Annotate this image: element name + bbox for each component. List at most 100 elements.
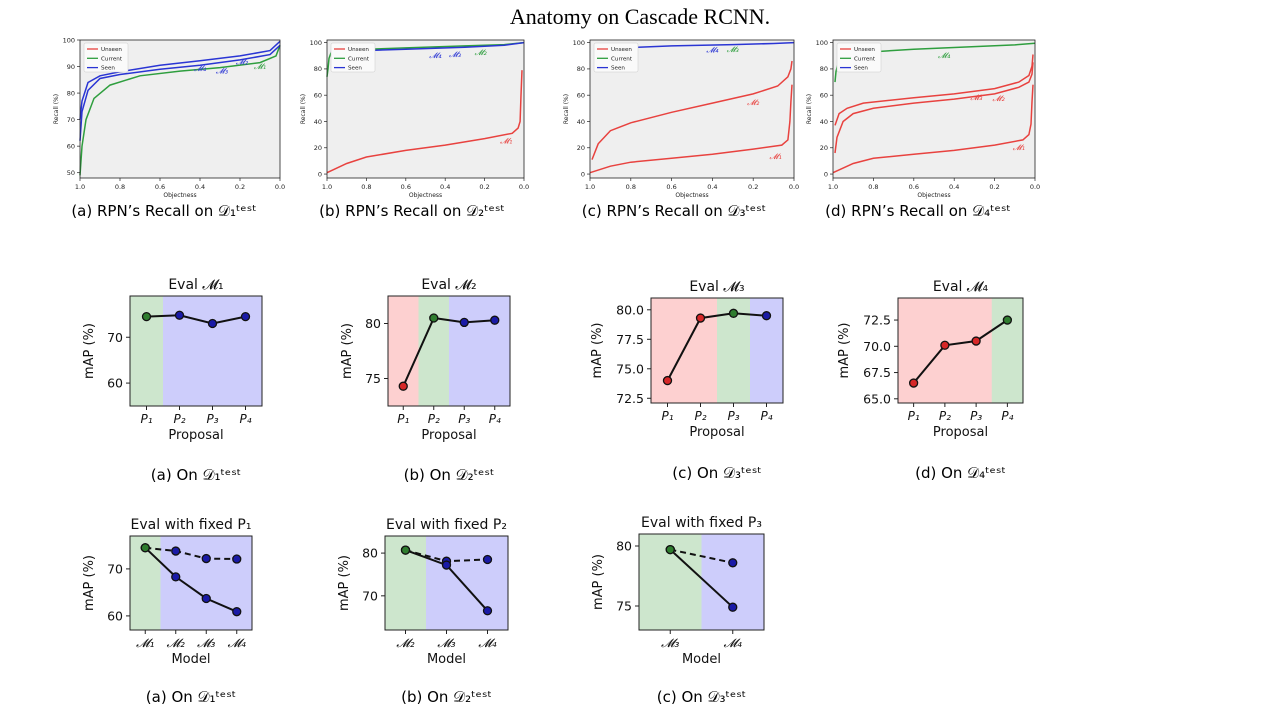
series-line-solid	[912, 319, 1008, 384]
series-line-unseen	[832, 84, 1034, 174]
band-unseen	[960, 298, 993, 403]
curve-annotation: 𝓜₁	[770, 152, 782, 161]
series-line-unseen	[834, 62, 1034, 154]
chart-title: Eval 𝓜₃	[689, 279, 744, 295]
x-tick-label: P₃	[206, 412, 218, 426]
data-point	[171, 546, 181, 556]
legend-entry-current: Current	[611, 56, 633, 62]
data-point	[400, 545, 411, 555]
x-tick-label: 0.6	[909, 183, 919, 191]
series-line-seen	[620, 41, 795, 49]
x-tick-label: P₁	[908, 409, 920, 423]
band-seen	[449, 296, 480, 406]
x-tick-label: P₁	[397, 412, 409, 426]
y-tick-label: 0	[824, 170, 828, 178]
x-tick-label: 0.4	[707, 183, 717, 191]
x-axis-label: Proposal	[933, 425, 988, 440]
x-tick-label: 𝓜₄	[724, 636, 742, 650]
curve-annotation: 𝓜₁	[500, 136, 512, 145]
x-tick-label: 𝓜₂	[167, 636, 185, 650]
y-tick-label: 60	[67, 142, 75, 150]
series-line-solid	[402, 316, 495, 387]
band-current	[418, 296, 450, 406]
plot-frame	[129, 295, 263, 407]
chart-caption: (c) On 𝒟₃ᵗᵉˢᵗ	[657, 688, 746, 706]
data-point	[482, 606, 493, 616]
series-line-solid	[146, 314, 246, 325]
y-tick-label: 75.0	[616, 361, 644, 376]
data-point	[201, 593, 211, 604]
chart-title: Eval with fixed P₁	[131, 517, 252, 533]
y-tick-label: 20	[314, 144, 322, 152]
x-axis-label: Proposal	[168, 428, 223, 443]
x-tick-label: 0.2	[479, 183, 489, 191]
x-axis-label: Model	[171, 652, 210, 667]
x-axis-label: Objectness	[917, 192, 950, 199]
data-point	[201, 553, 211, 564]
chart-caption: (b) On 𝒟₂ᵗᵉˢᵗ	[401, 688, 492, 706]
x-tick-label: 0.0	[789, 183, 799, 191]
y-tick-label: 70	[362, 588, 378, 603]
curve-annotation: 𝓜₄	[706, 46, 719, 55]
curve-annotation: 𝓜₁	[254, 62, 266, 71]
legend: Unseen Current Seen	[836, 42, 882, 73]
eval-chart-m3: Eval 𝓜₃ P₁ P₂ P₃ P₄ 72.5 75.0 77.5 80.0 Proposal m…	[590, 279, 784, 482]
chart-title: Eval with fixed P₃	[641, 515, 762, 531]
x-tick-label: 0.2	[748, 183, 758, 191]
x-tick-label: 𝓜₃	[437, 636, 455, 650]
y-tick-label: 60	[314, 92, 322, 100]
legend-entry-unseen: Unseen	[611, 47, 632, 53]
y-tick-label: 65.0	[863, 391, 891, 406]
x-tick-label: P₄	[760, 409, 772, 423]
band-seen	[701, 534, 765, 630]
y-axis-label: Recall (%)	[300, 94, 307, 124]
recall-chart-d2: 1.0 0.8 0.6 0.4 0.2 0.0 0 20 40 60 80 100 Objectness…	[300, 39, 529, 220]
chart-title: Eval with fixed P₂	[386, 517, 507, 533]
legend-box	[593, 42, 639, 73]
chart-caption: (b) On 𝒟₂ᵗᵉˢᵗ	[404, 466, 495, 484]
y-tick-label: 80	[67, 89, 75, 97]
fixed-chart-p1: Eval with fixed P₁ 𝓜₁ 𝓜₂ 𝓜₃ 𝓜₄ 60 70 Model mAP (…	[82, 517, 253, 706]
x-tick-label: 𝓜₄	[228, 636, 246, 650]
legend-entry-seen: Seen	[348, 66, 362, 72]
x-tick-label: 0.8	[868, 183, 878, 191]
legend-box	[836, 42, 882, 73]
x-tick-label: 𝓜₄	[478, 636, 496, 650]
y-tick-label: 0	[318, 170, 322, 178]
x-tick-label: P₁	[140, 412, 152, 426]
curve-annotation: 𝓜₃	[727, 45, 739, 54]
x-tick-label: P₂	[173, 412, 185, 426]
y-tick-label: 100	[816, 39, 828, 47]
y-tick-label: 100	[573, 39, 585, 47]
plot-frame	[387, 295, 511, 407]
data-point	[908, 378, 919, 388]
x-tick-label: P₃	[727, 409, 739, 423]
y-axis-label: mAP (%)	[82, 323, 97, 379]
band-seen	[191, 536, 222, 630]
chart-title: Eval 𝓜₁	[168, 277, 223, 293]
x-axis-label: Model	[682, 652, 721, 667]
data-point	[207, 318, 218, 329]
page-title: Anatomy on Cascade RCNN.	[509, 4, 771, 29]
chart-caption: (a) On 𝒟₁ᵗᵉˢᵗ	[151, 466, 241, 484]
x-tick-label: 𝓜₁	[136, 636, 154, 650]
y-tick-label: 72.5	[616, 391, 644, 406]
y-tick-label: 100	[63, 36, 75, 44]
recall-chart-d3: 1.0 0.8 0.6 0.4 0.2 0.0 0 20 40 60 80 100 Objectness…	[563, 39, 799, 220]
curve-annotation: 𝓜₄	[429, 51, 442, 60]
data-point	[761, 311, 772, 321]
curve-annotation: 𝓜₃	[970, 93, 982, 102]
series-line-solid	[144, 547, 238, 613]
legend-box	[330, 42, 376, 73]
plot-frame	[129, 535, 253, 631]
y-axis-label: mAP (%)	[340, 323, 355, 379]
x-tick-label: P₂	[428, 412, 440, 426]
series-line-dashed	[145, 546, 237, 560]
chart-caption: (d) On 𝒟₄ᵗᵉˢᵗ	[915, 464, 1006, 482]
fixed-chart-p3: Eval with fixed P₃ 𝓜₃ 𝓜₄ 75 80 Model mAP (%) (c…	[591, 515, 765, 706]
x-tick-label: 1.0	[75, 183, 85, 191]
recall-chart-d1: 1.0 0.8 0.6 0.4 0.2 0.0 50 60 70 80 90 100 Objectnes…	[53, 36, 285, 220]
y-tick-label: 80	[314, 65, 322, 73]
x-tick-label: 0.0	[275, 183, 285, 191]
x-tick-label: 0.6	[155, 183, 165, 191]
